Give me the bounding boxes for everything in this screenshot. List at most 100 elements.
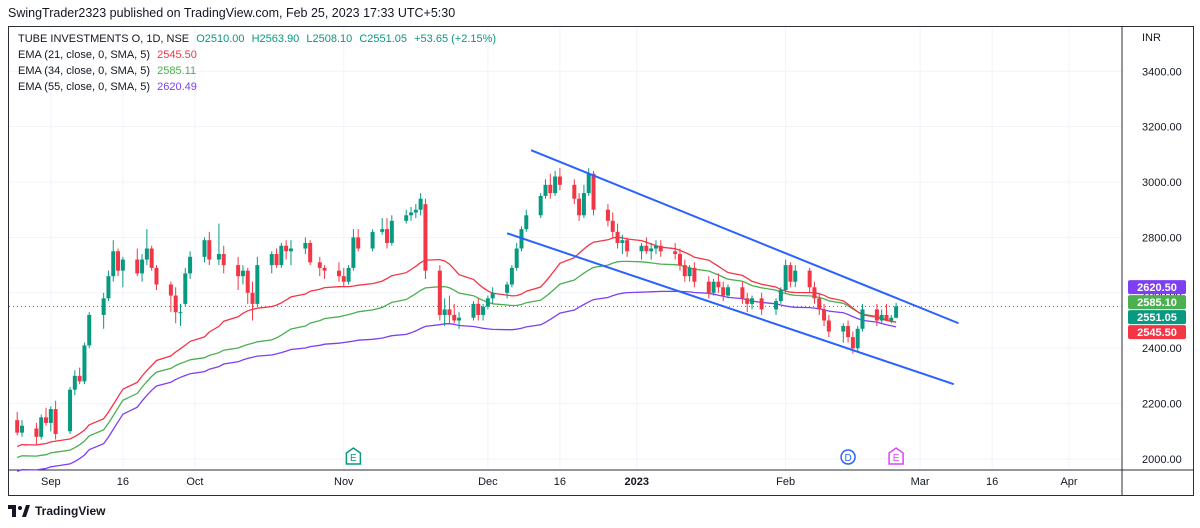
tradingview-brand: TradingView (35, 504, 106, 518)
tradingview-logo[interactable]: TradingView (8, 504, 105, 518)
candle-body (370, 231, 375, 249)
y-tick-label: 3000.00 (1142, 177, 1182, 189)
legend-open: O2510.00 (196, 33, 245, 45)
ema34-line (16, 260, 897, 459)
legend-ema55-label: EMA (55, close, 0, SMA, 5) (18, 81, 151, 93)
tradingview-logo-icon (8, 505, 30, 517)
candle-body (543, 184, 548, 196)
candle-body (610, 220, 615, 232)
candle-body (750, 298, 755, 304)
candle-body (135, 259, 140, 274)
candle-body (144, 248, 149, 260)
candle-body (778, 290, 783, 302)
candle-body (120, 259, 125, 271)
candle-body (639, 245, 644, 252)
candle-body (812, 287, 817, 299)
candle-body (72, 375, 77, 390)
x-tick-label: 16 (554, 476, 566, 488)
candle-body (20, 425, 24, 433)
event-label: E (350, 453, 357, 464)
earnings-marker (888, 447, 904, 465)
candle-body (822, 309, 827, 321)
chart-frame[interactable] (8, 26, 1194, 496)
candle-body (476, 303, 481, 315)
candle-body (677, 254, 682, 266)
candle-body (240, 270, 245, 277)
candle-body (116, 251, 121, 271)
candle-body (826, 320, 831, 332)
candle-body (817, 298, 822, 310)
candle-body (649, 248, 654, 252)
x-tick-label: Dec (478, 476, 498, 488)
legend-ema21-label: EMA (21, close, 0, SMA, 5) (18, 49, 151, 61)
candle-body (409, 212, 414, 216)
legend-low: L2508.10 (306, 33, 353, 45)
price-label-bg (1128, 310, 1186, 325)
candle-body (841, 326, 846, 332)
price-labels: 2620.50 2585.10 2551.05 2545.50 (1128, 280, 1186, 340)
candle-body (850, 337, 855, 349)
candle-body (39, 417, 44, 437)
candle-body (514, 248, 519, 268)
x-tick-label: Mar (911, 476, 930, 488)
candle-body (269, 254, 274, 266)
candle-body (716, 281, 721, 288)
candle-body (471, 303, 476, 318)
y-tick-label: 3200.00 (1142, 122, 1182, 134)
y-tick-label: 2200.00 (1142, 399, 1182, 411)
trendlines (506, 149, 959, 386)
candle-body (173, 295, 178, 313)
y-tick-label: 2400.00 (1142, 343, 1182, 355)
currency-label: INR (1142, 32, 1161, 44)
candle-body (620, 240, 625, 243)
candle-body (625, 240, 630, 252)
candle-body (351, 237, 356, 268)
ema21-layer (16, 236, 897, 448)
candle-body (437, 270, 442, 315)
ema55-line (16, 290, 897, 473)
candle-body (855, 328, 860, 349)
price-label-text: 2585.10 (1137, 297, 1177, 309)
trendline (530, 149, 959, 325)
candle-body (303, 242, 308, 249)
publish-line: SwingTrader2323 published on TradingView… (8, 6, 456, 20)
x-tick-label: 2023 (625, 476, 649, 488)
candle-body (245, 270, 250, 293)
candle-body (317, 262, 322, 268)
candle-body (591, 173, 596, 210)
x-axis: Sep 16 Oct Nov Dec 16 2023 Feb Mar 16 Apr (41, 476, 1078, 488)
candle-body (783, 265, 788, 291)
candle-body (106, 276, 111, 299)
candle-body (418, 198, 423, 210)
candle-body (385, 229, 390, 243)
candle-body (581, 193, 586, 216)
candle-body (68, 389, 73, 432)
candle-body (740, 287, 745, 299)
legend-ema55: EMA (55, close, 0, SMA, 5) 2620.49 (18, 81, 201, 94)
candle-body (706, 281, 711, 293)
candle-body (889, 317, 894, 321)
candle-body (457, 317, 462, 321)
candle-body (605, 209, 610, 221)
candle-body (183, 273, 188, 304)
candle-body (586, 173, 591, 194)
legend-ema34-label: EMA (34, close, 0, SMA, 5) (18, 65, 151, 77)
legend-ema21-value: 2545.50 (157, 49, 197, 61)
candle-body (308, 242, 313, 263)
candle-body (188, 256, 193, 274)
y-tick-label: 2000.00 (1142, 454, 1182, 466)
candle-body (673, 251, 678, 255)
price-label-bg (1128, 295, 1186, 310)
legend-close: C2551.05 (359, 33, 408, 45)
candle-body (404, 215, 409, 221)
candle-body (481, 306, 486, 315)
candle-body (490, 292, 495, 299)
candle-body (894, 306, 899, 318)
candle-body (207, 240, 212, 260)
candle-body (48, 409, 53, 423)
candle-body (759, 298, 764, 310)
y-tick-label: 2800.00 (1142, 232, 1182, 244)
candle-body (553, 176, 558, 194)
